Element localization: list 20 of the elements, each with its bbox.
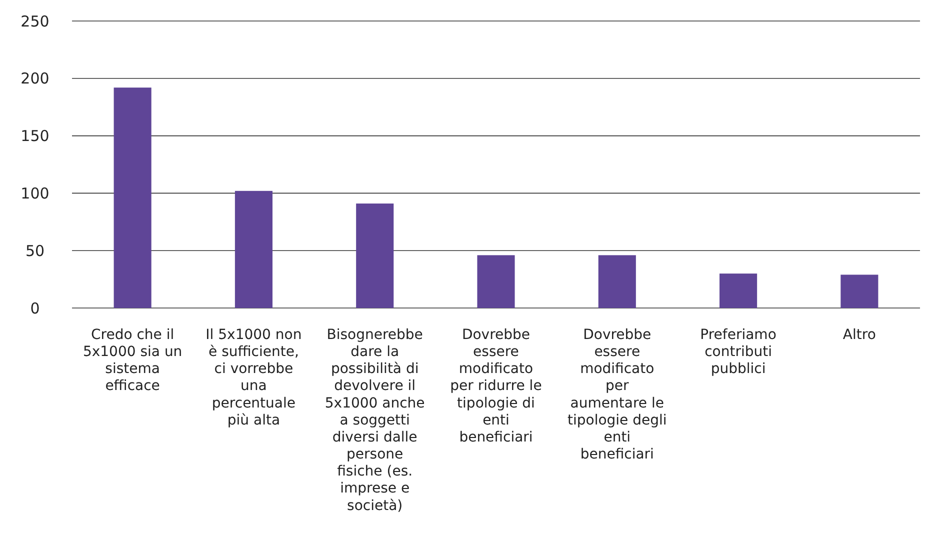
bar bbox=[840, 274, 878, 308]
bar bbox=[114, 88, 152, 308]
x-tick-label: Dovrebbe essere modificato per aumentare le tipologie degli enti beneficiari bbox=[567, 327, 667, 463]
y-tick-label: 200 bbox=[20, 70, 50, 88]
bar bbox=[234, 190, 272, 308]
x-tick-label: Altro bbox=[842, 327, 876, 343]
y-tick-label: 100 bbox=[20, 184, 50, 202]
bar bbox=[477, 255, 515, 308]
y-tick-label: 0 bbox=[30, 299, 40, 318]
bar bbox=[356, 204, 394, 308]
x-tick-label: Il 5x1000 non è sufficiente, ci vorrebbe una percentuale più alta bbox=[206, 327, 302, 428]
x-tick-label: Preferiamo contributi pubblici bbox=[700, 327, 776, 378]
y-tick-label: 50 bbox=[25, 242, 45, 260]
y-tick-label: 150 bbox=[20, 127, 50, 146]
y-tick-label: 250 bbox=[20, 12, 50, 30]
x-tick-label: Dovrebbe essere modificato per ridurre le tipologie di enti beneficiari bbox=[450, 327, 542, 446]
bar bbox=[720, 274, 758, 308]
bar bbox=[598, 255, 636, 308]
x-tick-label: Credo che il 5x1000 sia un sistema efficace bbox=[82, 327, 182, 394]
category-label: Bisognerebbe dare la possibilità di devolvere il 5x1000 anche a soggetti diversi dalle persone fisiche (es. imprese e società) bbox=[324, 327, 425, 514]
